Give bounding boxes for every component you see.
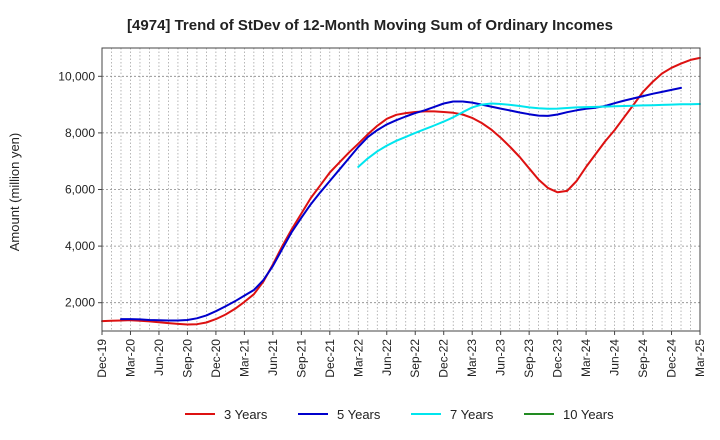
y-tick-label: 6,000 — [65, 183, 95, 197]
legend-label: 10 Years — [563, 407, 614, 422]
legend: 3 Years 5 Years 7 Years 10 Years — [185, 407, 614, 422]
series-line-3-years — [101, 56, 701, 326]
plot-background — [102, 48, 700, 331]
plot-area — [102, 48, 700, 331]
grid-lines — [101, 48, 701, 331]
series-layer — [101, 56, 701, 326]
x-tick-label: Mar-21 — [237, 339, 251, 377]
x-tick-label: Jun-20 — [152, 339, 166, 376]
x-tick-label: Jun-21 — [266, 339, 280, 376]
series-line-7-years — [357, 102, 701, 168]
legend-label: 5 Years — [337, 407, 381, 422]
y-tick-label: 4,000 — [65, 239, 95, 253]
x-tick-label: Dec-24 — [665, 339, 679, 378]
legend-label: 3 Years — [224, 407, 268, 422]
x-tick-label: Sep-23 — [522, 339, 536, 378]
y-tick-label: 10,000 — [58, 69, 95, 83]
x-tick-label: Jun-23 — [494, 339, 508, 376]
x-tick-label: Mar-22 — [351, 339, 365, 377]
x-tick-label: Jun-24 — [608, 339, 622, 376]
x-tick-label: Mar-25 — [693, 339, 707, 377]
x-tick-label: Dec-21 — [323, 339, 337, 378]
x-tick-label: Jun-22 — [380, 339, 394, 376]
x-tick-label: Mar-20 — [123, 339, 137, 377]
x-tick-label: Dec-19 — [95, 339, 109, 378]
y-tick-label: 8,000 — [65, 126, 95, 140]
legend-label: 7 Years — [450, 407, 494, 422]
x-tick-label: Sep-20 — [180, 339, 194, 378]
y-axis-label: Amount (million yen) — [7, 133, 22, 252]
x-tick-label: Sep-22 — [408, 339, 422, 378]
x-tick-label: Sep-21 — [294, 339, 308, 378]
y-axis: 2,000 4,000 6,000 8,000 10,000 — [58, 69, 102, 310]
x-tick-label: Mar-23 — [465, 339, 479, 377]
chart-title: [4974] Trend of StDev of 12-Month Moving… — [127, 17, 613, 34]
y-tick-label: 2,000 — [65, 296, 95, 310]
x-tick-label: Sep-24 — [636, 339, 650, 378]
x-axis: Dec-19 Mar-20 Jun-20 Sep-20 Dec-20 Mar-21 Jun-… — [95, 331, 707, 378]
series-line-5-years — [120, 86, 682, 322]
x-tick-label: Dec-22 — [437, 339, 451, 378]
x-tick-label: Dec-20 — [209, 339, 223, 378]
x-tick-label: Dec-23 — [551, 339, 565, 378]
x-tick-label: Mar-24 — [579, 339, 593, 377]
